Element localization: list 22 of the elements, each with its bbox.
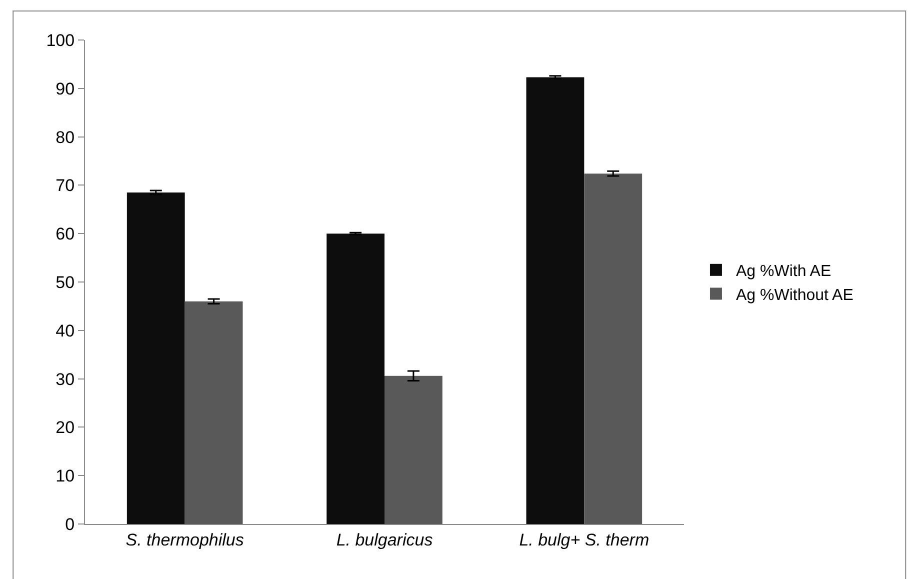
x-tick-label: S. thermophilus	[126, 530, 244, 550]
legend-label: Ag %Without AE	[736, 286, 854, 304]
y-tick-label: 70	[56, 176, 75, 196]
y-tick-label: 90	[56, 79, 75, 98]
y-tick-label: 100	[46, 30, 75, 50]
bar	[526, 77, 584, 524]
bar	[184, 301, 243, 524]
y-tick-label: 0	[65, 514, 75, 534]
x-tick-label: L. bulgaricus	[336, 530, 434, 550]
y-tick-label: 20	[56, 418, 75, 438]
y-tick-label: 50	[56, 272, 75, 292]
y-tick-label: 60	[56, 224, 75, 244]
legend-label: Ag %With AE	[736, 263, 832, 280]
y-tick-label: 10	[56, 466, 75, 486]
bar	[326, 234, 384, 524]
x-tick-label: L. bulg+ S. therm	[519, 530, 650, 550]
y-tick-label: 40	[56, 321, 75, 340]
y-tick-label: 30	[56, 370, 75, 389]
y-tick-label: 80	[56, 128, 75, 147]
bar	[584, 174, 642, 524]
bar	[126, 192, 185, 524]
bar	[384, 376, 442, 524]
